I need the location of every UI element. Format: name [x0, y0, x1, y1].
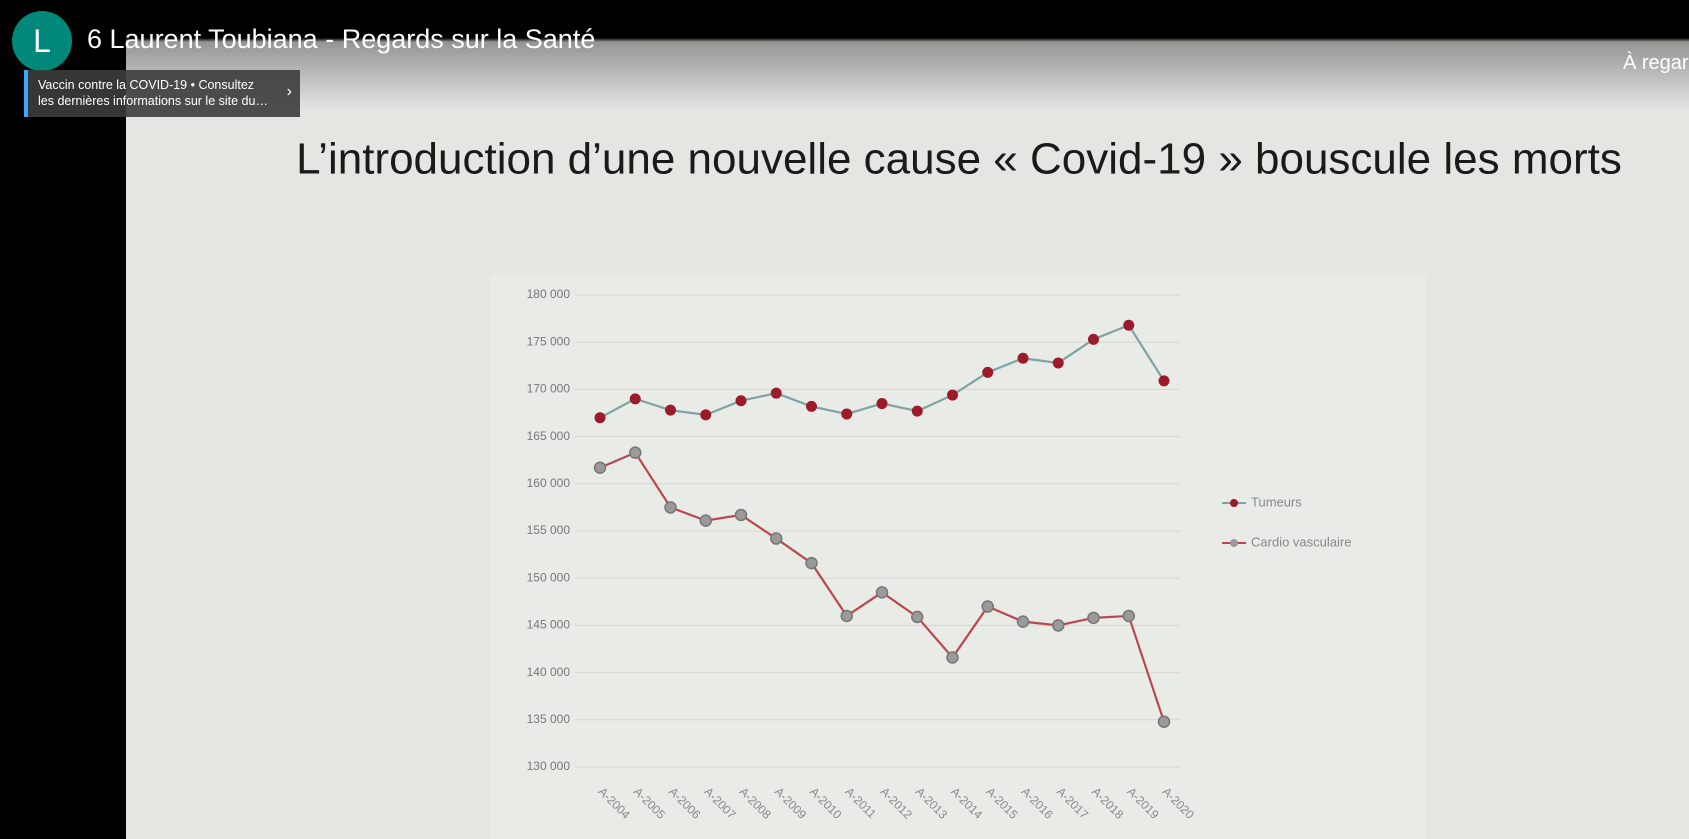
data-point [1088, 333, 1099, 345]
data-point [593, 461, 607, 475]
data-point [946, 651, 959, 664]
legend-label: Cardio vasculaire [1251, 534, 1351, 549]
data-point [1087, 611, 1100, 625]
data-point [1016, 615, 1030, 628]
legend-marker [1230, 539, 1238, 547]
y-tick-label: 145 000 [527, 618, 571, 632]
y-tick-label: 135 000 [527, 712, 571, 726]
y-tick-label: 150 000 [527, 570, 571, 584]
data-point [1158, 375, 1170, 387]
data-point [876, 398, 888, 410]
data-point [911, 405, 923, 417]
data-point [806, 400, 817, 412]
video-title[interactable]: 6 Laurent Toubiana - Regards sur la Sant… [87, 24, 596, 54]
watch-later[interactable]: À regar [1623, 52, 1689, 74]
data-point [629, 393, 641, 405]
data-point [875, 586, 889, 599]
data-point [664, 501, 677, 514]
data-point [911, 610, 924, 624]
data-point [1157, 715, 1171, 728]
data-point [840, 609, 853, 623]
data-point [770, 387, 782, 399]
data-point [700, 409, 712, 421]
y-tick-label: 180 000 [527, 287, 571, 301]
y-tick-label: 140 000 [527, 665, 571, 679]
data-point [1122, 609, 1135, 623]
y-tick-label: 170 000 [527, 382, 571, 396]
slide-title: L’introduction d’une nouvelle cause « Co… [296, 135, 1622, 184]
y-tick-label: 165 000 [527, 429, 571, 443]
legend-marker [1230, 499, 1238, 507]
data-point [665, 404, 676, 416]
chevron: › [286, 83, 292, 100]
data-point [770, 532, 783, 545]
data-point [1052, 619, 1065, 632]
y-tick-label: 160 000 [527, 476, 571, 490]
data-point [947, 389, 958, 401]
data-point [735, 395, 747, 407]
data-point [629, 446, 642, 459]
data-point [982, 366, 994, 378]
y-tick-label: 155 000 [527, 523, 571, 537]
info-notice[interactable]: Vaccin contre la COVID-19 • Consultez le… [24, 70, 300, 117]
data-point [699, 514, 712, 527]
plot-background [490, 275, 1427, 839]
data-point [1052, 357, 1064, 369]
data-point [841, 408, 853, 420]
legend-label: Tumeurs [1251, 494, 1302, 509]
data-point [805, 556, 818, 570]
notice-text: Vaccin contre la COVID-19 • Consultez le… [38, 78, 268, 108]
data-point [734, 508, 748, 522]
y-tick-label: 130 000 [527, 759, 571, 773]
data-point [981, 600, 994, 613]
data-point [594, 412, 606, 424]
channel-avatar[interactable]: L [12, 11, 72, 71]
data-point [1123, 319, 1135, 331]
y-tick-label: 175 000 [527, 334, 571, 348]
data-point [1017, 352, 1029, 364]
